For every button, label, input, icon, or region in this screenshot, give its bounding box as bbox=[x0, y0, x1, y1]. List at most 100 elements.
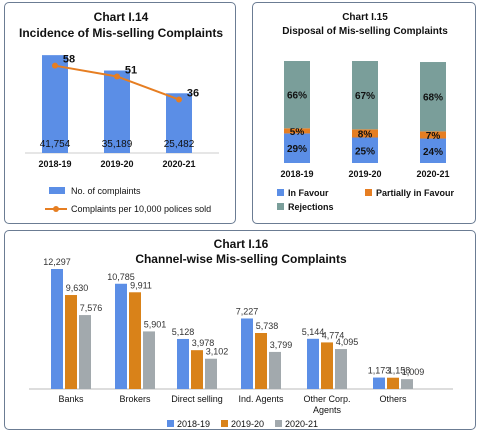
bar-rejections-2020-21 bbox=[420, 62, 446, 132]
data-label-direct-selling-2018-19: 5,128 bbox=[172, 327, 195, 337]
data-label-banks-2018-19: 12,297 bbox=[43, 257, 71, 267]
data-label-ind-agents-2020-21: 3,799 bbox=[270, 340, 293, 350]
x-tick-label-2019-20: 2019-20 bbox=[348, 169, 381, 179]
legend-swatch-rejections bbox=[277, 203, 284, 210]
data-label-ind-agents-2019-20: 5,738 bbox=[256, 321, 279, 331]
legend-swatch-complaints bbox=[49, 187, 65, 194]
bar-other-corp-agents-2018-19 bbox=[307, 338, 319, 389]
legend-label-2018-19: 2018-19 bbox=[177, 419, 210, 429]
legend-label-in-favour: In Favour bbox=[288, 188, 329, 198]
x-tick-label-2018-19: 2018-19 bbox=[38, 159, 71, 169]
chart-1-15-label: Chart I.15 bbox=[342, 12, 388, 23]
legend-label-partially: Partially in Favour bbox=[376, 188, 455, 198]
bar-partially-in-favour-2019-20 bbox=[352, 129, 378, 138]
data-label-rejections-2018-19: 66% bbox=[287, 91, 307, 102]
data-label-other-corp-agents-2020-21: 4,095 bbox=[336, 337, 359, 347]
legend-swatch-2020-21 bbox=[275, 420, 282, 427]
bar-in-favour-2019-20 bbox=[352, 137, 378, 163]
data-label-banks-2019-20: 9,630 bbox=[66, 283, 89, 293]
chart-1-16-label: Chart I.16 bbox=[214, 237, 269, 251]
bar-ind-agents-2019-20 bbox=[255, 333, 267, 389]
chart-1-14-panel: Chart I.14 Incidence of Mis-selling Comp… bbox=[4, 2, 236, 224]
bar-in-favour-2018-19 bbox=[284, 133, 310, 163]
bar-direct-selling-2018-19 bbox=[177, 338, 189, 389]
chart-1-14-title: Incidence of Mis-selling Complaints bbox=[19, 26, 223, 40]
bar-others-2019-20 bbox=[387, 377, 399, 389]
data-label-others-2018-19: 1,173 bbox=[368, 366, 391, 376]
chart-1-15-svg: Chart I.15 Disposal of Mis-selling Compl… bbox=[277, 12, 455, 212]
bar-partially-in-favour-2020-21 bbox=[420, 131, 446, 139]
x-tick-label-other-corp-agents-line2: Agents bbox=[313, 405, 342, 415]
chart-1-14-label: Chart I.14 bbox=[94, 10, 149, 24]
data-label-complaints-2018-19: 41,754 bbox=[40, 139, 71, 150]
x-tick-label-banks: Banks bbox=[58, 394, 84, 404]
data-label-complaints-2020-21: 25,482 bbox=[164, 139, 195, 150]
x-tick-label-2018-19: 2018-19 bbox=[280, 169, 313, 179]
data-label-brokers-2018-19: 10,785 bbox=[107, 272, 135, 282]
legend-marker-per-10000 bbox=[53, 206, 59, 212]
legend-label-per-10000: Complaints per 10,000 polices sold bbox=[71, 204, 211, 214]
bar-partially-in-favour-2018-19 bbox=[284, 128, 310, 134]
data-label-others-2020-21: 1,009 bbox=[402, 367, 425, 377]
x-tick-label-ind-agents: Ind. Agents bbox=[238, 394, 284, 404]
chart-1-16-title: Channel-wise Mis-selling Complaints bbox=[135, 252, 347, 266]
legend-swatch-in-favour bbox=[277, 189, 284, 196]
bar-banks-2019-20 bbox=[65, 295, 77, 389]
bar-other-corp-agents-2020-21 bbox=[335, 349, 347, 389]
data-label-direct-selling-2019-20: 3,978 bbox=[192, 338, 215, 348]
bar-in-favour-2020-21 bbox=[420, 138, 446, 163]
chart-1-16-panel: Chart I.16 Channel-wise Mis-selling Comp… bbox=[4, 230, 476, 430]
data-label-partially-in-favour-2020-21: 7% bbox=[426, 131, 441, 142]
point-per-10000-2019-20 bbox=[114, 73, 120, 80]
x-tick-label-2019-20: 2019-20 bbox=[100, 159, 133, 169]
bar-complaints-2018-19 bbox=[42, 55, 68, 153]
legend-swatch-2018-19 bbox=[167, 420, 174, 427]
bar-ind-agents-2020-21 bbox=[269, 351, 281, 389]
data-label-ind-agents-2018-19: 7,227 bbox=[236, 306, 259, 316]
chart-1-16-svg: Chart I.16 Channel-wise Mis-selling Comp… bbox=[29, 237, 453, 429]
legend-label-2020-21: 2020-21 bbox=[285, 419, 318, 429]
bar-others-2018-19 bbox=[373, 377, 385, 389]
data-label-in-favour-2018-19: 29% bbox=[287, 144, 307, 155]
x-tick-label-brokers: Brokers bbox=[119, 394, 151, 404]
chart-1-14-svg: Chart I.14 Incidence of Mis-selling Comp… bbox=[19, 10, 223, 214]
x-tick-label-others: Others bbox=[379, 394, 407, 404]
chart-1-15-panel: Chart I.15 Disposal of Mis-selling Compl… bbox=[252, 2, 476, 224]
bar-rejections-2018-19 bbox=[284, 61, 310, 129]
data-label-brokers-2020-21: 5,901 bbox=[144, 319, 167, 329]
data-label-rejections-2019-20: 67% bbox=[355, 91, 375, 102]
data-label-per-10000-2018-19: 58 bbox=[63, 54, 75, 66]
legend-swatch-2019-20 bbox=[221, 420, 228, 427]
bar-brokers-2019-20 bbox=[129, 292, 141, 389]
bar-banks-2018-19 bbox=[51, 269, 63, 389]
data-label-in-favour-2020-21: 24% bbox=[423, 147, 443, 158]
x-tick-label-2020-21: 2020-21 bbox=[416, 169, 449, 179]
data-label-banks-2020-21: 7,576 bbox=[80, 303, 103, 313]
legend-swatch-partially bbox=[365, 189, 372, 196]
data-label-per-10000-2019-20: 51 bbox=[125, 64, 137, 76]
data-label-direct-selling-2020-21: 3,102 bbox=[206, 347, 229, 357]
bar-brokers-2020-21 bbox=[143, 331, 155, 389]
bar-brokers-2018-19 bbox=[115, 283, 127, 389]
data-label-other-corp-agents-2019-20: 4,774 bbox=[322, 330, 345, 340]
bar-other-corp-agents-2019-20 bbox=[321, 342, 333, 389]
point-per-10000-2020-21 bbox=[176, 96, 182, 103]
legend-label-2019-20: 2019-20 bbox=[231, 419, 264, 429]
data-label-other-corp-agents-2018-19: 5,144 bbox=[302, 327, 325, 337]
data-label-in-favour-2019-20: 25% bbox=[355, 146, 375, 157]
legend-label-rejections: Rejections bbox=[288, 202, 334, 212]
x-tick-label-other-corp-agents-line1: Other Corp. bbox=[303, 394, 350, 404]
point-per-10000-2018-19 bbox=[52, 62, 58, 69]
bar-banks-2020-21 bbox=[79, 315, 91, 389]
bar-complaints-2020-21 bbox=[166, 93, 192, 153]
bar-complaints-2019-20 bbox=[104, 70, 130, 153]
x-tick-label-direct-selling: Direct selling bbox=[171, 394, 223, 404]
data-label-partially-in-favour-2019-20: 8% bbox=[358, 129, 373, 140]
data-label-brokers-2019-20: 9,911 bbox=[130, 280, 152, 290]
bar-rejections-2019-20 bbox=[352, 61, 378, 130]
bar-ind-agents-2018-19 bbox=[241, 318, 253, 389]
chart-1-15-plot: 29% 5% 66% 2018-19 25% 8% 67% 2019-20 24% 7% 68% 20… bbox=[280, 61, 450, 179]
data-label-partially-in-favour-2018-19: 5% bbox=[290, 127, 305, 138]
bar-direct-selling-2020-21 bbox=[205, 358, 217, 389]
